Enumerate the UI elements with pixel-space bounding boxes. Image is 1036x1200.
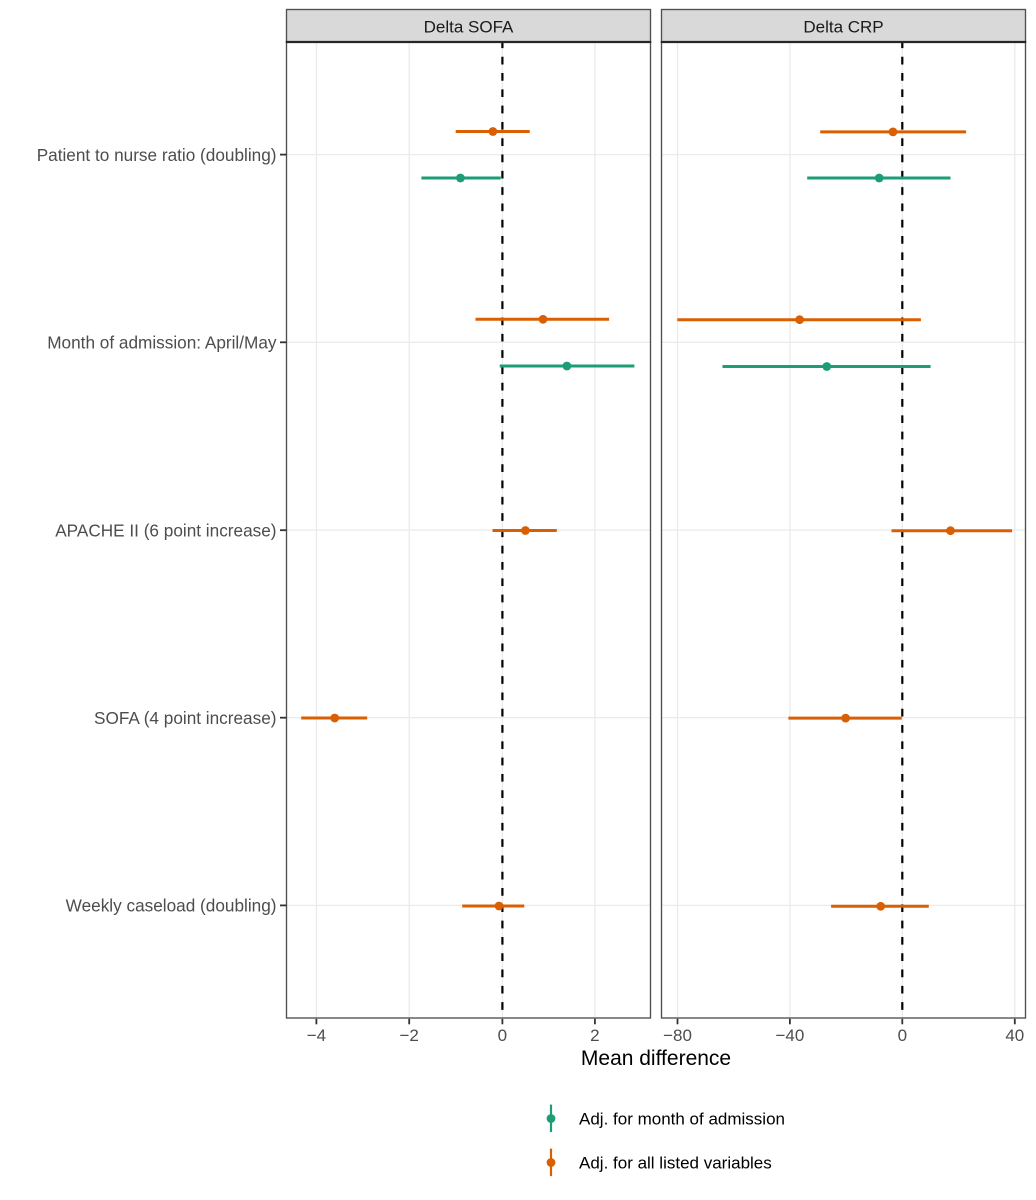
- svg-text:Adj. for all listed variables: Adj. for all listed variables: [579, 1154, 772, 1173]
- svg-text:Delta SOFA: Delta SOFA: [424, 17, 514, 36]
- svg-text:−2: −2: [400, 1026, 419, 1045]
- svg-text:0: 0: [498, 1026, 507, 1045]
- svg-text:−4: −4: [307, 1026, 326, 1045]
- svg-text:Month of admission: April/May: Month of admission: April/May: [47, 333, 277, 353]
- svg-text:2: 2: [590, 1026, 599, 1045]
- svg-text:Delta CRP: Delta CRP: [803, 17, 883, 36]
- svg-text:APACHE II (6 point increase): APACHE II (6 point increase): [55, 520, 276, 540]
- svg-text:−40: −40: [775, 1026, 804, 1045]
- svg-text:40: 40: [1005, 1026, 1024, 1045]
- svg-text:Adj. for month of admission: Adj. for month of admission: [579, 1110, 785, 1129]
- svg-text:Patient to nurse ratio (doubli: Patient to nurse ratio (doubling): [37, 145, 277, 165]
- svg-text:Mean difference: Mean difference: [581, 1047, 731, 1070]
- svg-text:−80: −80: [663, 1026, 692, 1045]
- svg-text:0: 0: [898, 1026, 907, 1045]
- svg-text:SOFA (4 point increase): SOFA (4 point increase): [94, 708, 276, 728]
- svg-text:Weekly caseload (doubling): Weekly caseload (doubling): [66, 896, 277, 916]
